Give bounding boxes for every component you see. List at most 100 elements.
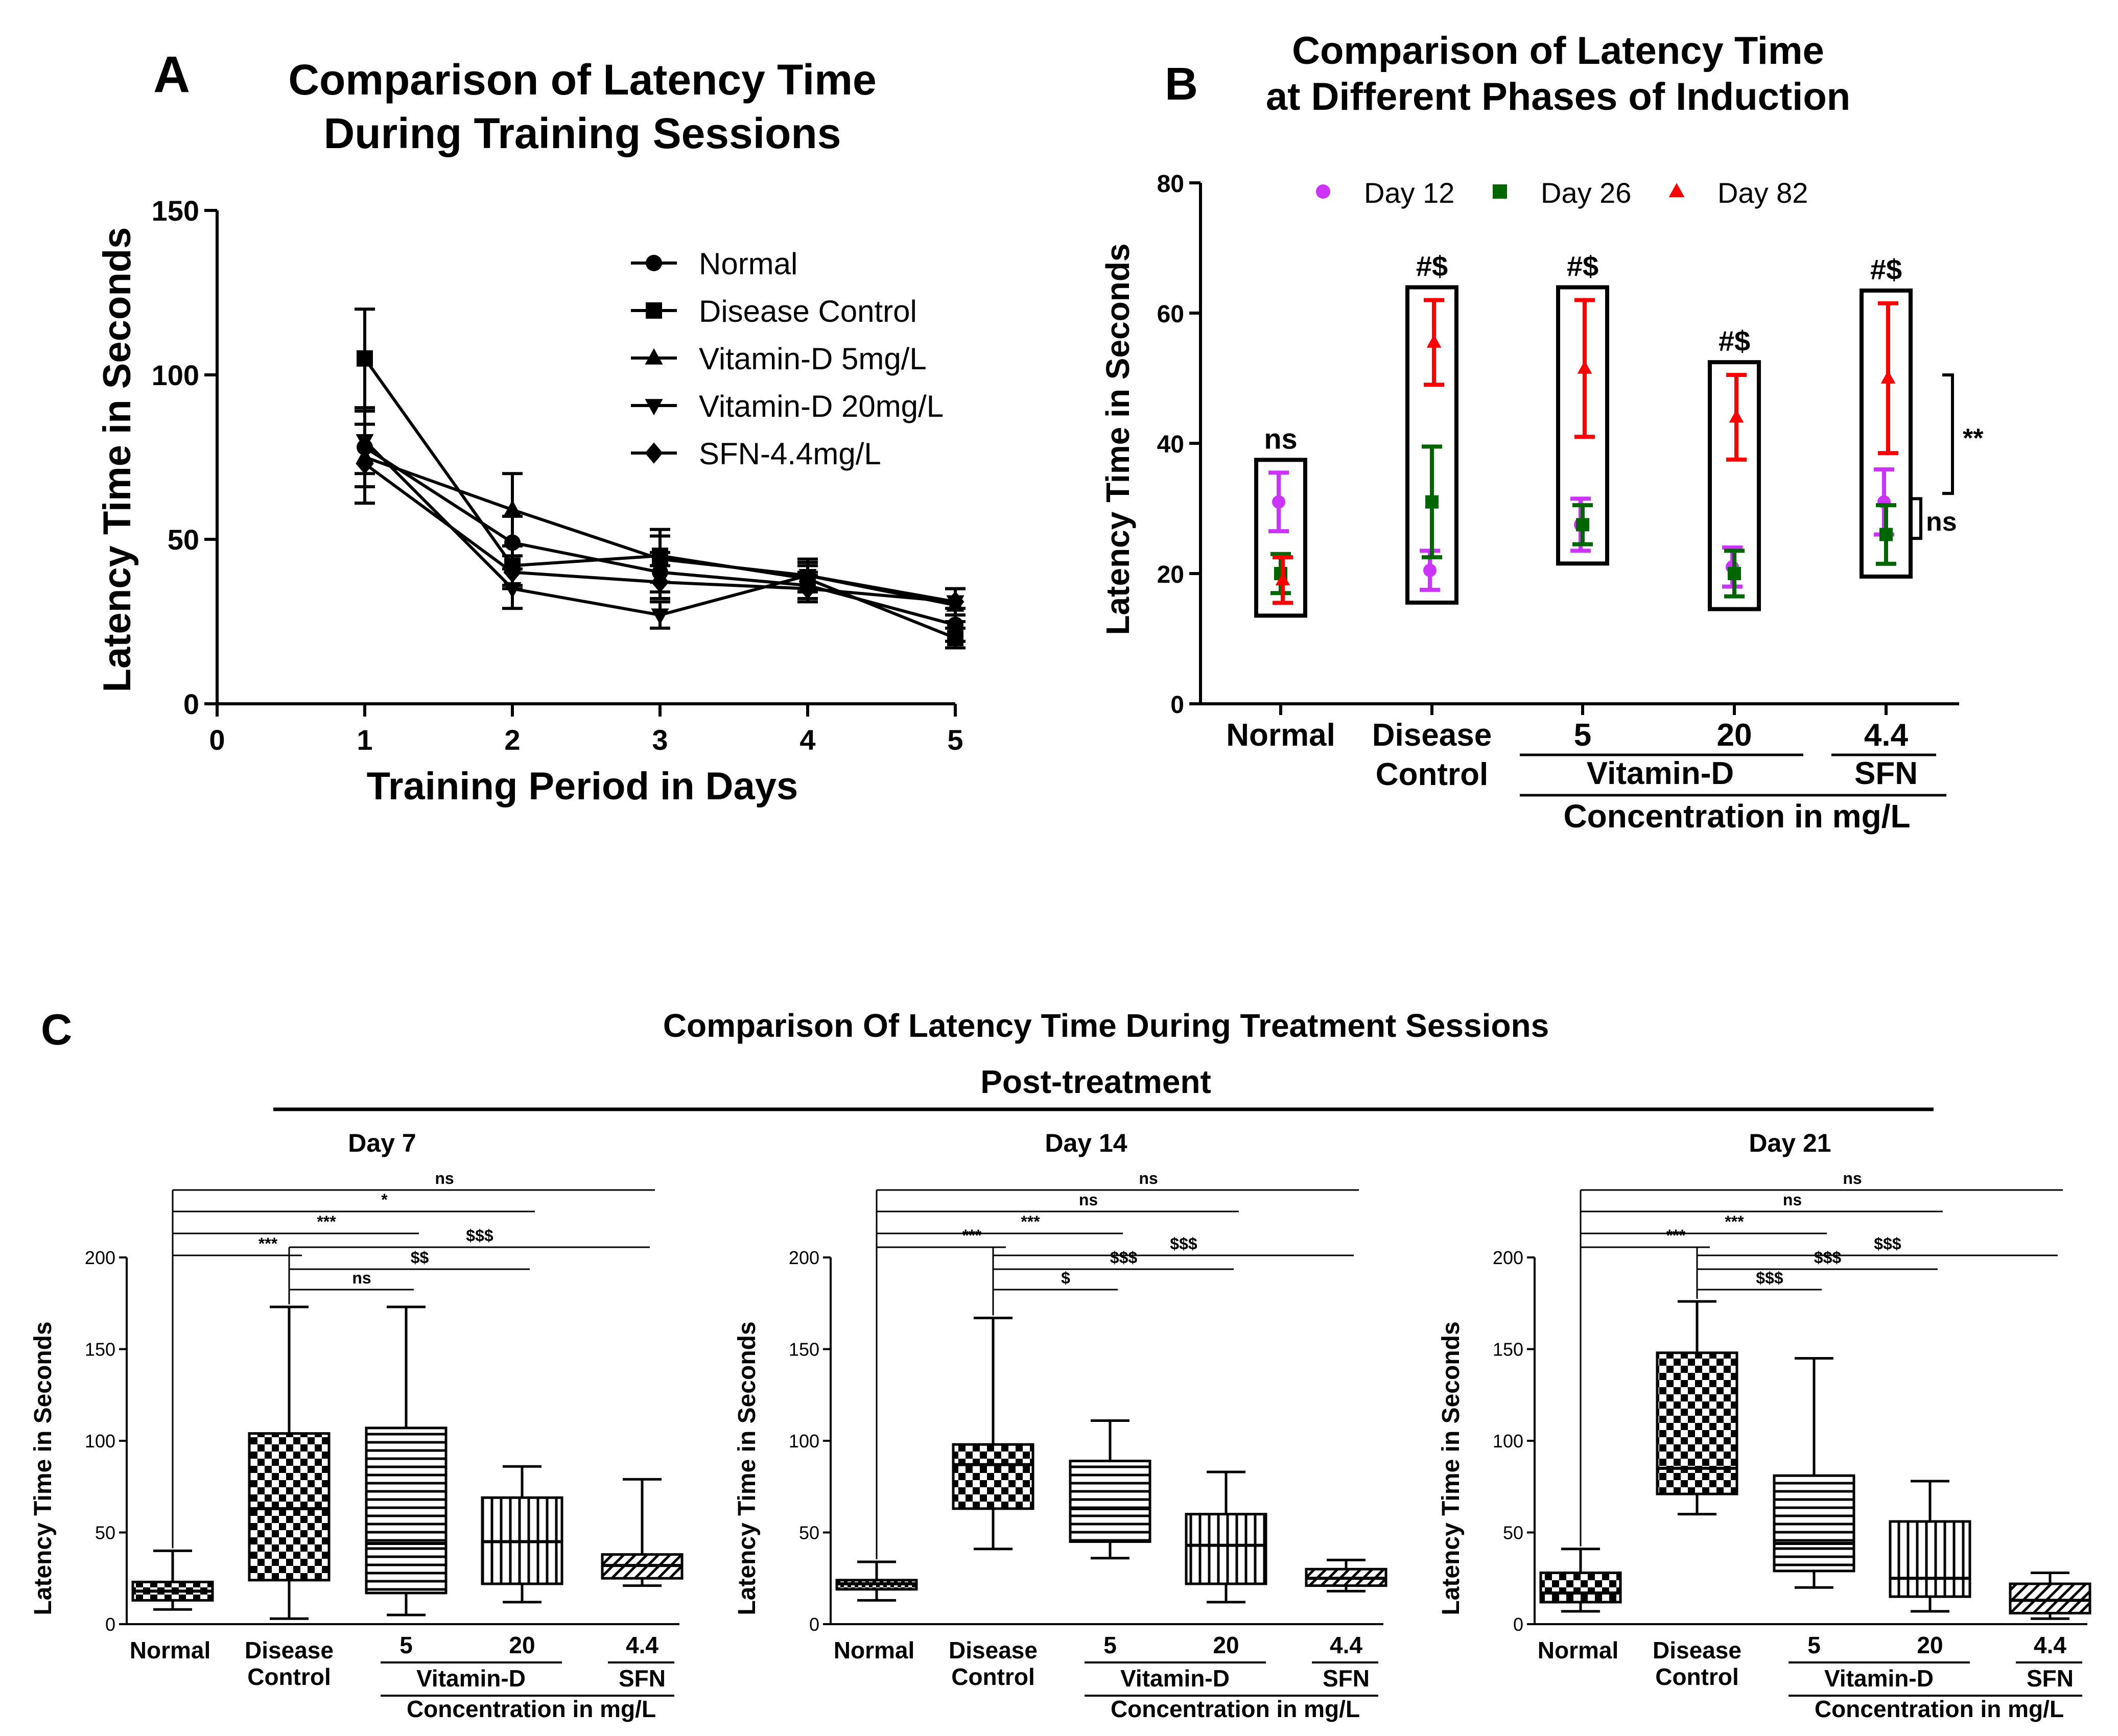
subplot-day-14: Day 14 Latency Time in Seconds 0 50 100 150 20… [734,1129,1387,1722]
sfn-group-label: SFN [1323,1665,1370,1692]
data-point-day-12 [1423,563,1437,577]
y-tick-label: 50 [799,1523,819,1543]
comparison-label: $$$ [1170,1234,1197,1253]
data-point-vitamin-d-20mg-l [651,608,669,625]
y-tick-label: 200 [789,1247,819,1268]
bracket-upper [1942,373,1954,495]
comparison-label: ns [435,1169,454,1187]
comparison-label: *** [1725,1212,1744,1231]
sfn-group-label: SFN [2027,1665,2074,1692]
x-tick-label: 4 [799,724,815,756]
comparison-label: ns [352,1269,371,1287]
comparison-label: *** [317,1212,336,1231]
x-group-label: 20 [1717,718,1752,753]
group-frame [1556,285,1609,566]
legend-marker-day-12 [1316,184,1330,199]
comparison-label: ns [1843,1169,1862,1187]
box-disease-control [248,1432,331,1582]
x-group-label: Control [951,1663,1035,1690]
y-tick-label: 0 [1170,692,1184,719]
comparison-label: $$$ [1814,1248,1842,1267]
box-vitamin-d-20 [1889,1520,1971,1598]
comparison-label: $ [1061,1269,1070,1287]
y-tick-label: 0 [105,1614,115,1635]
x-group-label: Normal [834,1637,914,1663]
y-tick-label: 100 [1493,1431,1523,1452]
comparison-label: $$$ [1756,1269,1783,1287]
data-point-day-26 [1879,528,1893,541]
x-group-label: 5 [1807,1632,1821,1658]
y-tick-label: 150 [85,1339,115,1360]
panel-b-title-line-1: Comparison of Latency Time [1292,29,1824,73]
y-tick-label: 50 [1503,1523,1523,1543]
comparison-label: *** [962,1226,982,1245]
vitamin-group-label: Vitamin-D [1824,1665,1934,1692]
panel-b-axes: 0 20 40 60 80 Normal Disease Control 5 20 4.4 Vitam… [1157,171,1959,797]
box-normal [1539,1571,1622,1604]
y-tick-label: 80 [1157,171,1184,198]
legend-marker-disease-control [646,302,662,319]
comparison-label: $$$ [1874,1234,1901,1253]
x-tick-label: 5 [947,724,963,756]
subplot-y-axis-label: Latency Time in Seconds [734,1321,761,1615]
x-group-label: 20 [509,1632,535,1658]
x-group-label: Normal [130,1637,210,1663]
legend-label-day-26: Day 26 [1541,177,1631,209]
y-tick-label: 40 [1157,431,1184,458]
x-group-label: 5 [399,1632,413,1658]
comparison-label: ns [1079,1191,1098,1209]
group-significance-mark: #$ [1870,253,1902,286]
panel-b-title-line-2: at Different Phases of Induction [1266,75,1850,118]
comparison-label: *** [1021,1212,1040,1231]
legend-marker-day-26 [1493,184,1507,199]
x-group-label: 4.4 [626,1632,658,1658]
x-group-label: Disease [245,1637,334,1663]
panel-a-title-line-2: During Training Sessions [324,109,841,157]
comparison-label: ns [1139,1169,1158,1187]
data-point-sfn-4-4mg-l [946,591,964,613]
data-point-disease-control [947,630,963,647]
y-tick-label: 100 [789,1431,819,1452]
panel-c-subtitle: Post-treatment [980,1063,1211,1100]
bracket-upper-label: ** [1963,423,1984,453]
x-group-label: Disease [949,1637,1038,1663]
box-disease-control [952,1443,1034,1510]
group-frame [1708,360,1761,611]
data-point-vitamin-d-5mg-l [503,500,522,516]
x-group-label: Normal [1226,718,1335,753]
box-vitamin-d-20 [1185,1513,1267,1585]
data-point-day-82 [1275,572,1290,586]
box-vitamin-d-5 [365,1426,448,1595]
legend-label-disease-control: Disease Control [699,294,917,328]
subplot-day-21: Day 21 Latency Time in Seconds 0 50 100 150 20… [1438,1129,2091,1722]
panel-letter-c: C [41,1006,72,1054]
bracket-lower-label: ns [1926,507,1957,537]
panel-a-axes: 0 50 100 150 0 1 2 3 4 5 [152,195,963,756]
y-tick-label: 20 [1157,561,1184,588]
legend-marker-normal [646,255,662,271]
x-group-label: 4.4 [1330,1632,1362,1658]
vitamin-group-label: Vitamin-D [416,1665,526,1692]
legend-marker-vitamin-d-20mg-l [645,399,663,416]
vitamin-group-label: Vitamin-D [1120,1665,1230,1692]
panel-a-title-line-1: Comparison of Latency Time [288,56,876,104]
panel-letter-a: A [153,46,190,103]
comparison-label: $$$ [466,1226,493,1245]
legend-label-day-82: Day 82 [1717,177,1808,209]
box-sfn-4-4 [2009,1582,2091,1614]
x-group-label: Disease [1372,718,1492,753]
data-point-day-26 [1728,567,1741,580]
x-group-label: Normal [1538,1637,1618,1663]
subplot-title: Day 7 [348,1129,416,1157]
panel-b-groups: ns #$ #$ #$ #$ ** ns [1254,250,1984,618]
data-point-day-82 [1880,370,1896,384]
panel-letter-b: B [1165,59,1198,110]
legend-marker-day-82 [1668,183,1685,198]
comparison-label: *** [1666,1226,1686,1245]
data-point-day-82 [1577,360,1592,374]
sfn-group-label: SFN [619,1665,666,1692]
panel-b-x-axis-label: Concentration in mg/L [1563,798,1910,835]
y-tick-label: 200 [1493,1247,1523,1268]
data-point-day-26 [1425,495,1439,509]
